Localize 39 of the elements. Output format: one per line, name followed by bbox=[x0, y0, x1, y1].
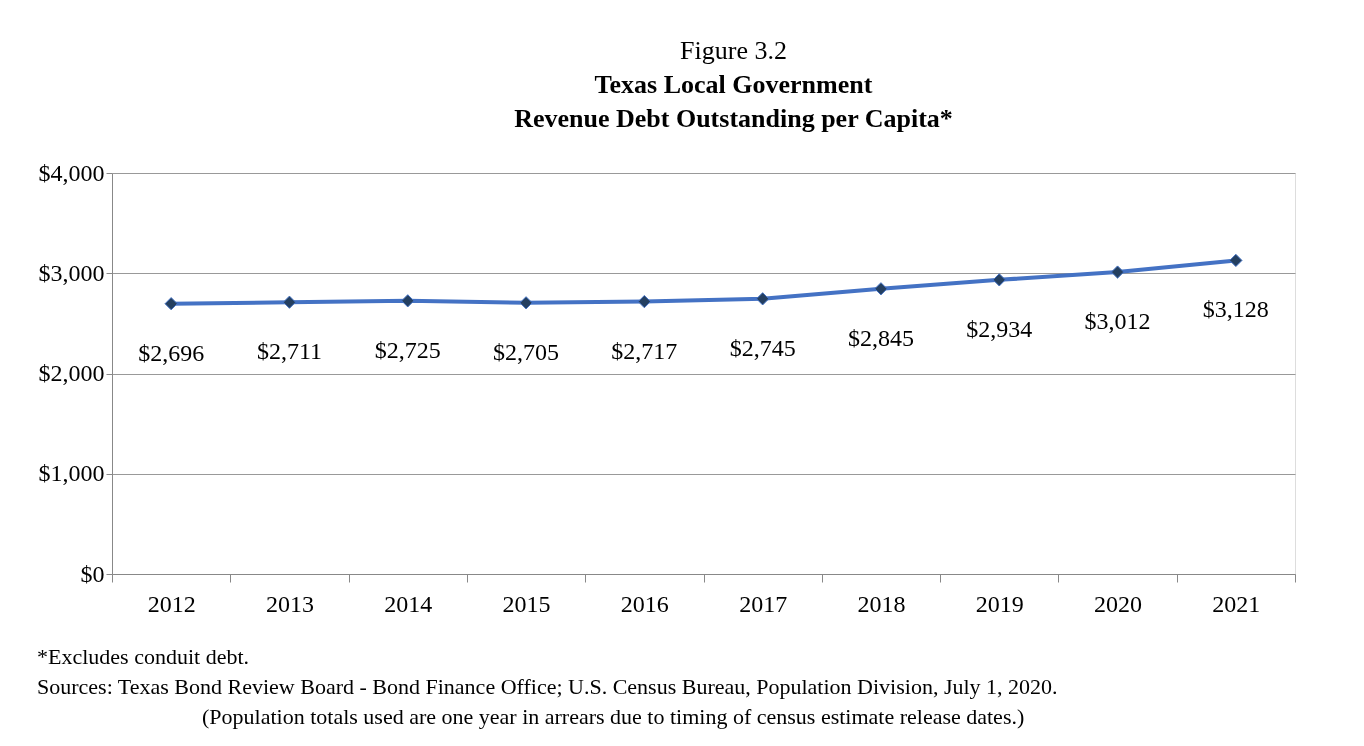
point bbox=[874, 282, 888, 296]
point bbox=[519, 296, 533, 310]
point bbox=[401, 294, 415, 308]
text: $2,705 bbox=[493, 338, 560, 365]
x-tick-label: 2015 bbox=[502, 590, 551, 617]
text: $3,128 bbox=[1202, 296, 1269, 323]
x-tick-label: 2018 bbox=[857, 590, 906, 617]
text: $2,696 bbox=[138, 339, 205, 366]
x-tick-label: 2012 bbox=[147, 590, 196, 617]
text: (Population totals used are one year in arrears due to timing of census estimate release dates.) bbox=[202, 704, 1025, 729]
text: *Excludes conduit debt. bbox=[37, 644, 250, 669]
point bbox=[637, 295, 651, 309]
source-note: Sources: Texas Bond Review Board - Bond Finance Office; U.S. Census Bureau, Population Division, July 1, 2020. bbox=[37, 674, 1058, 699]
x-tick-label: 2014 bbox=[384, 590, 433, 617]
text: $2,745 bbox=[729, 334, 796, 361]
point bbox=[1110, 265, 1125, 279]
point bbox=[282, 295, 297, 309]
x-tick-label: 2021 bbox=[1212, 590, 1261, 617]
y-tick-label: $1,000 bbox=[38, 460, 105, 487]
y-tick-label: $0 bbox=[80, 560, 105, 587]
point bbox=[164, 297, 178, 311]
text: $2,717 bbox=[611, 337, 678, 364]
point bbox=[992, 273, 1006, 287]
x-tick-label: 2020 bbox=[1094, 590, 1143, 617]
text: $2,845 bbox=[847, 324, 914, 351]
text: $2,725 bbox=[374, 336, 441, 363]
text: $2,711 bbox=[256, 338, 322, 365]
text: $3,012 bbox=[1084, 308, 1151, 335]
x-tick-label: 2019 bbox=[975, 590, 1024, 617]
text: $2,934 bbox=[966, 315, 1033, 342]
point bbox=[1229, 253, 1243, 268]
y-tick-label: $3,000 bbox=[38, 259, 105, 286]
y-tick-label: $2,000 bbox=[38, 360, 105, 386]
x-tick-label: 2016 bbox=[620, 590, 669, 617]
point bbox=[756, 292, 770, 306]
x-tick-label: 2013 bbox=[265, 590, 314, 617]
y-tick-label: $4,000 bbox=[38, 159, 105, 186]
chart-title: Figure 3.2 Texas Local Government Revenue Debt Outstanding per Capita* bbox=[514, 36, 953, 133]
x-tick-label: 2017 bbox=[739, 590, 788, 617]
